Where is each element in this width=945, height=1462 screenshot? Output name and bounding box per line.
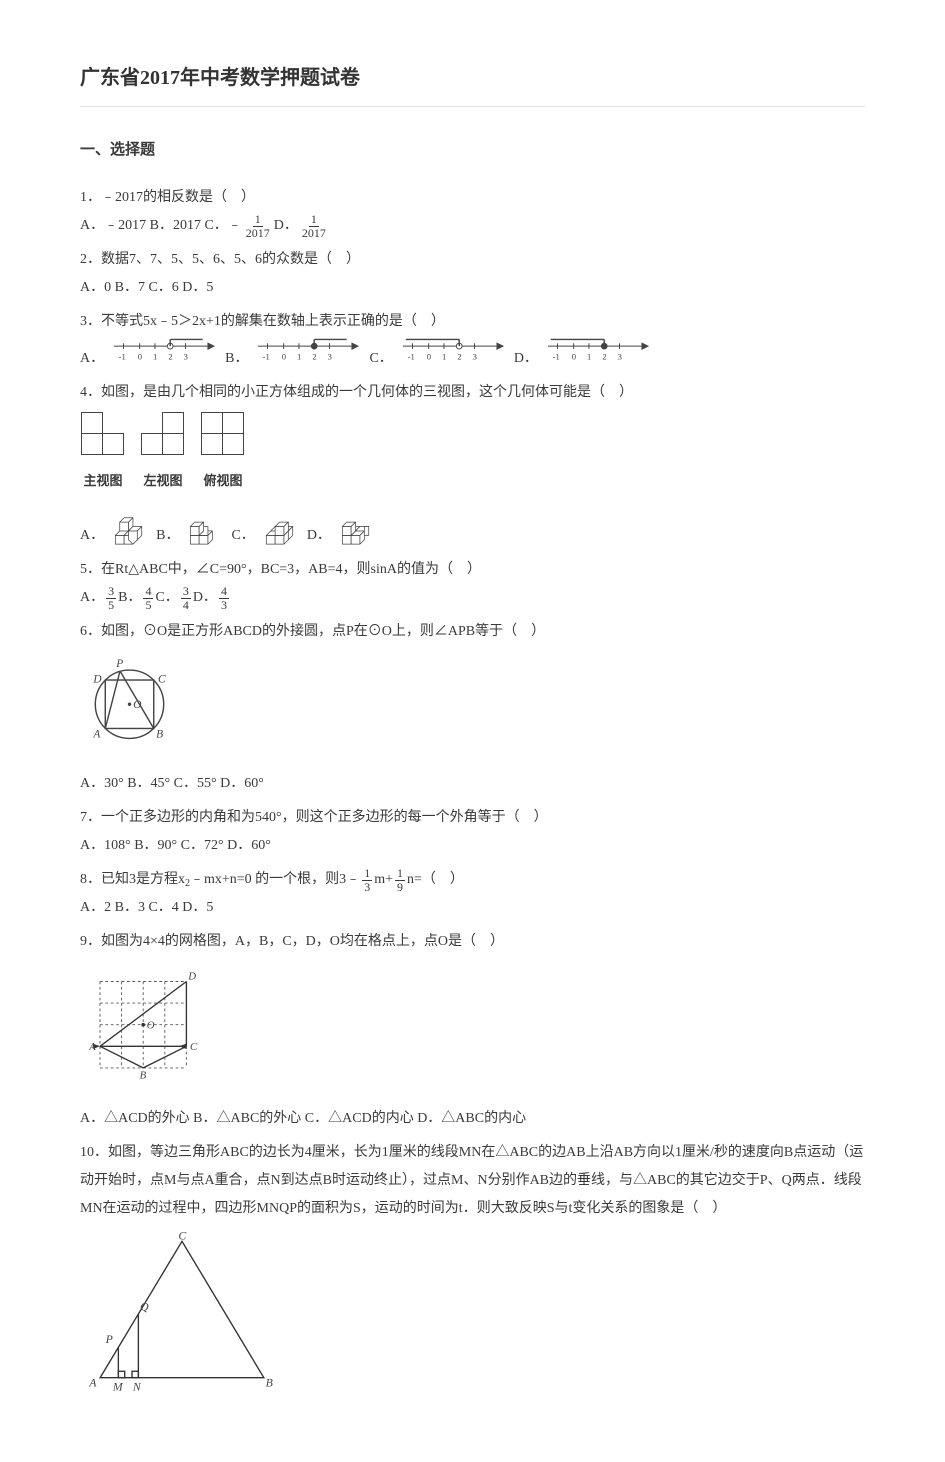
- question-2: 2．数据7、7、5、5、6、5、6的众数是（ ） A．0 B．7 C．6 D．5: [80, 246, 865, 302]
- svg-text:B: B: [156, 729, 163, 741]
- svg-text:2: 2: [168, 352, 172, 362]
- left-view: 左视图: [142, 413, 184, 494]
- svg-text:-1: -1: [553, 352, 560, 362]
- divider: [80, 106, 865, 107]
- question-5: 5．在Rt△ABC中，∠C=90°，BC=3，AB=4，则sinA的值为（ ） …: [80, 556, 865, 612]
- question-8: 8．已知3是方程x2﹣mx+n=0 的一个根，则3﹣ 13 m+ 19 n=（ …: [80, 866, 865, 922]
- number-line-c: -1 0 1 2 3: [401, 336, 506, 373]
- q6-figure: D P C O A B: [82, 652, 865, 758]
- q9-text: 9．如图为4×4的网格图，A，B，C，D，O均在格点上，点O是（ ）: [80, 928, 865, 956]
- q4-options: A． B． C． D．: [80, 506, 865, 550]
- q4-a: A．: [80, 522, 104, 550]
- question-3: 3．不等式5x﹣5＞2x+1的解集在数轴上表示正确的是（ ） A． -1 0 1 2 3…: [80, 308, 865, 373]
- svg-text:C: C: [190, 1041, 198, 1053]
- svg-text:3: 3: [328, 352, 332, 362]
- q4-views: 主视图 左视图 俯视图: [82, 413, 865, 494]
- q4-c: C．: [231, 522, 254, 550]
- q1-optD-label: D．: [274, 212, 298, 240]
- svg-text:A: A: [88, 1376, 97, 1390]
- cube-option-a: [108, 506, 152, 550]
- q1-options: A．﹣2017 B．2017 C．﹣ 1 2017 D． 1 2017: [80, 212, 865, 240]
- svg-text:P: P: [115, 658, 123, 670]
- q2-options: A．0 B．7 C．6 D．5: [80, 274, 865, 302]
- svg-text:B: B: [266, 1376, 273, 1390]
- question-9: 9．如图为4×4的网格图，A，B，C，D，O均在格点上，点O是（ ） D O A…: [80, 928, 865, 1133]
- number-line-b: -1 0 1 2 3: [256, 336, 361, 373]
- svg-text:0: 0: [427, 352, 431, 362]
- svg-text:B: B: [140, 1070, 147, 1082]
- q9-figure: D O A C B: [82, 962, 865, 1093]
- svg-text:P: P: [105, 1332, 113, 1346]
- svg-text:-1: -1: [407, 352, 414, 362]
- q1-optD-frac: 1 2017: [300, 213, 328, 240]
- q3-c: C．: [369, 345, 392, 373]
- svg-text:2: 2: [457, 352, 461, 362]
- q9-options: A．△ACD的外心 B．△ABC的外心 C．△ACD的内心 D．△ABC的内心: [80, 1105, 865, 1133]
- q10-text: 10．如图，等边三角形ABC的边长为4厘米，长为1厘米的线段MN在△ABC的边A…: [80, 1139, 865, 1223]
- svg-text:1: 1: [298, 352, 302, 362]
- question-10: 10．如图，等边三角形ABC的边长为4厘米，长为1厘米的线段MN在△ABC的边A…: [80, 1139, 865, 1410]
- q3-b: B．: [225, 345, 248, 373]
- svg-text:3: 3: [472, 352, 476, 362]
- svg-text:-1: -1: [119, 352, 126, 362]
- svg-text:C: C: [178, 1229, 186, 1242]
- svg-text:O: O: [133, 699, 141, 711]
- q3-options: A． -1 0 1 2 3 B． -1 0 1 2 3 C． -1 0 1 2 3 D． -1 0 1 2 3: [80, 336, 865, 373]
- svg-text:3: 3: [618, 352, 622, 362]
- q1-opt-ab: A．﹣2017 B．2017 C．﹣: [80, 212, 242, 240]
- svg-text:N: N: [132, 1379, 142, 1393]
- cube-option-c: [259, 506, 303, 550]
- q7-options: A．108° B．90° C．72° D．60°: [80, 832, 865, 860]
- q6-text: 6．如图，⊙O是正方形ABCD的外接圆，点P在⊙O上，则∠APB等于（ ）: [80, 618, 865, 646]
- cube-option-d: [335, 506, 379, 550]
- q8-text: 8．已知3是方程x2﹣mx+n=0 的一个根，则3﹣ 13 m+ 19 n=（ …: [80, 866, 865, 894]
- svg-text:D: D: [187, 971, 196, 983]
- question-6: 6．如图，⊙O是正方形ABCD的外接圆，点P在⊙O上，则∠APB等于（ ） D …: [80, 618, 865, 798]
- question-7: 7．一个正多边形的内角和为540°，则这个正多边形的每一个外角等于（ ） A．1…: [80, 804, 865, 860]
- q5-options: A． 35 B． 45 C． 34 D． 43: [80, 584, 865, 612]
- q8-options: A．2 B．3 C．4 D．5: [80, 894, 865, 922]
- svg-text:O: O: [147, 1019, 155, 1031]
- svg-text:A: A: [92, 729, 100, 741]
- q6-options: A．30° B．45° C．55° D．60°: [80, 770, 865, 798]
- q4-d: D．: [307, 522, 331, 550]
- svg-text:A: A: [88, 1041, 96, 1053]
- number-line-d: -1 0 1 2 3: [546, 336, 651, 373]
- svg-text:0: 0: [282, 352, 286, 362]
- q3-text: 3．不等式5x﹣5＞2x+1的解集在数轴上表示正确的是（ ）: [80, 308, 865, 336]
- svg-text:-1: -1: [263, 352, 270, 362]
- svg-text:M: M: [112, 1379, 124, 1393]
- q3-a: A．: [80, 345, 104, 373]
- question-4: 4．如图，是由几个相同的小正方体组成的一个几何体的三视图，这个几何体可能是（ ）…: [80, 379, 865, 550]
- q1-text: 1．﹣2017的相反数是（ ）: [80, 184, 865, 212]
- number-line-a: -1 0 1 2 3: [112, 336, 217, 373]
- svg-text:1: 1: [442, 352, 446, 362]
- svg-text:1: 1: [587, 352, 591, 362]
- svg-text:0: 0: [138, 352, 142, 362]
- cube-option-b: [183, 506, 227, 550]
- top-view: 俯视图: [202, 413, 244, 494]
- q3-d: D．: [514, 345, 538, 373]
- q4-b: B．: [156, 522, 179, 550]
- svg-text:C: C: [158, 673, 166, 685]
- q4-text: 4．如图，是由几个相同的小正方体组成的一个几何体的三视图，这个几何体可能是（ ）: [80, 379, 865, 407]
- q10-figure: C Q P A M N B: [82, 1229, 865, 1410]
- q1-optC-frac: 1 2017: [244, 213, 272, 240]
- svg-text:Q: Q: [140, 1299, 149, 1313]
- svg-text:2: 2: [602, 352, 606, 362]
- front-view: 主视图: [82, 413, 124, 494]
- svg-text:0: 0: [572, 352, 576, 362]
- svg-text:D: D: [92, 673, 102, 685]
- q7-text: 7．一个正多边形的内角和为540°，则这个正多边形的每一个外角等于（ ）: [80, 804, 865, 832]
- question-1: 1．﹣2017的相反数是（ ） A．﹣2017 B．2017 C．﹣ 1 201…: [80, 184, 865, 240]
- svg-text:2: 2: [313, 352, 317, 362]
- q2-text: 2．数据7、7、5、5、6、5、6的众数是（ ）: [80, 246, 865, 274]
- svg-text:1: 1: [153, 352, 157, 362]
- svg-text:3: 3: [184, 352, 188, 362]
- section-header: 一、选择题: [80, 137, 865, 164]
- q5-text: 5．在Rt△ABC中，∠C=90°，BC=3，AB=4，则sinA的值为（ ）: [80, 556, 865, 584]
- page-title: 广东省2017年中考数学押题试卷: [80, 60, 865, 96]
